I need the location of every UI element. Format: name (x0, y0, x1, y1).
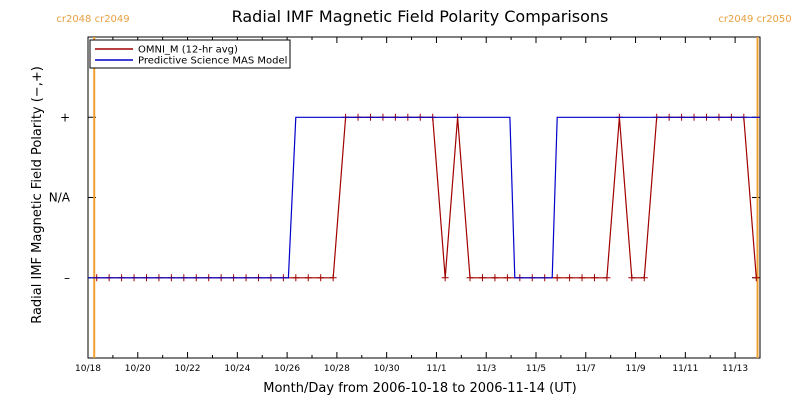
x-tick-label: 10/28 (324, 364, 350, 374)
x-tick-label: 10/24 (224, 364, 250, 374)
carrington-rotation-label: cr2048 cr2049 (56, 14, 129, 25)
series-line-mas-model (88, 116, 760, 279)
data-point-marker (441, 274, 449, 282)
legend-box (89, 39, 291, 69)
x-axis-label: Month/Day from 2006-10-18 to 2006-11-14 … (263, 381, 576, 396)
x-tick-label: 11/7 (576, 364, 596, 374)
x-tick-label: 11/13 (722, 364, 748, 374)
data-point-marker (578, 274, 586, 282)
x-tick-label: 10/18 (75, 364, 101, 374)
data-point-marker (304, 274, 312, 282)
data-point-marker (503, 274, 511, 282)
plot-area-frame (87, 36, 761, 359)
x-tick-label: 10/26 (274, 364, 300, 374)
data-point-marker (292, 274, 300, 282)
data-point-marker (478, 274, 486, 282)
x-tick-label: 11/5 (526, 364, 546, 374)
data-point-marker (317, 274, 325, 282)
legend-entry: OMNI_M (12-hr avg) (138, 45, 238, 56)
y-axis-label: Radial IMF Magnetic Field Polarity (−,+) (30, 66, 45, 324)
data-point-marker (628, 274, 636, 282)
y-tick-label: + (60, 110, 70, 124)
x-tick-label: 11/1 (426, 364, 446, 374)
series-line-omni (96, 116, 757, 279)
carrington-rotation-label: cr2049 cr2050 (718, 14, 791, 25)
x-tick-label: 10/20 (125, 364, 151, 374)
data-point-marker (466, 274, 474, 282)
data-point-marker (329, 274, 337, 282)
chart-title: Radial IMF Magnetic Field Polarity Compa… (232, 7, 609, 26)
x-tick-label: 10/30 (374, 364, 400, 374)
data-point-marker (603, 274, 611, 282)
data-point-marker (752, 274, 760, 282)
x-tick-label: 11/3 (476, 364, 496, 374)
data-point-marker (566, 274, 574, 282)
y-tick-label: – (64, 271, 70, 285)
data-point-marker (640, 274, 648, 282)
x-tick-label: 11/11 (672, 364, 698, 374)
legend-entry: Predictive Science MAS Model (138, 56, 287, 67)
x-tick-label: 10/22 (175, 364, 201, 374)
data-point-marker (553, 274, 561, 282)
data-point-marker (590, 274, 598, 282)
x-tick-label: 11/9 (625, 364, 645, 374)
y-tick-label: N/A (49, 191, 71, 205)
data-point-marker (491, 274, 499, 282)
